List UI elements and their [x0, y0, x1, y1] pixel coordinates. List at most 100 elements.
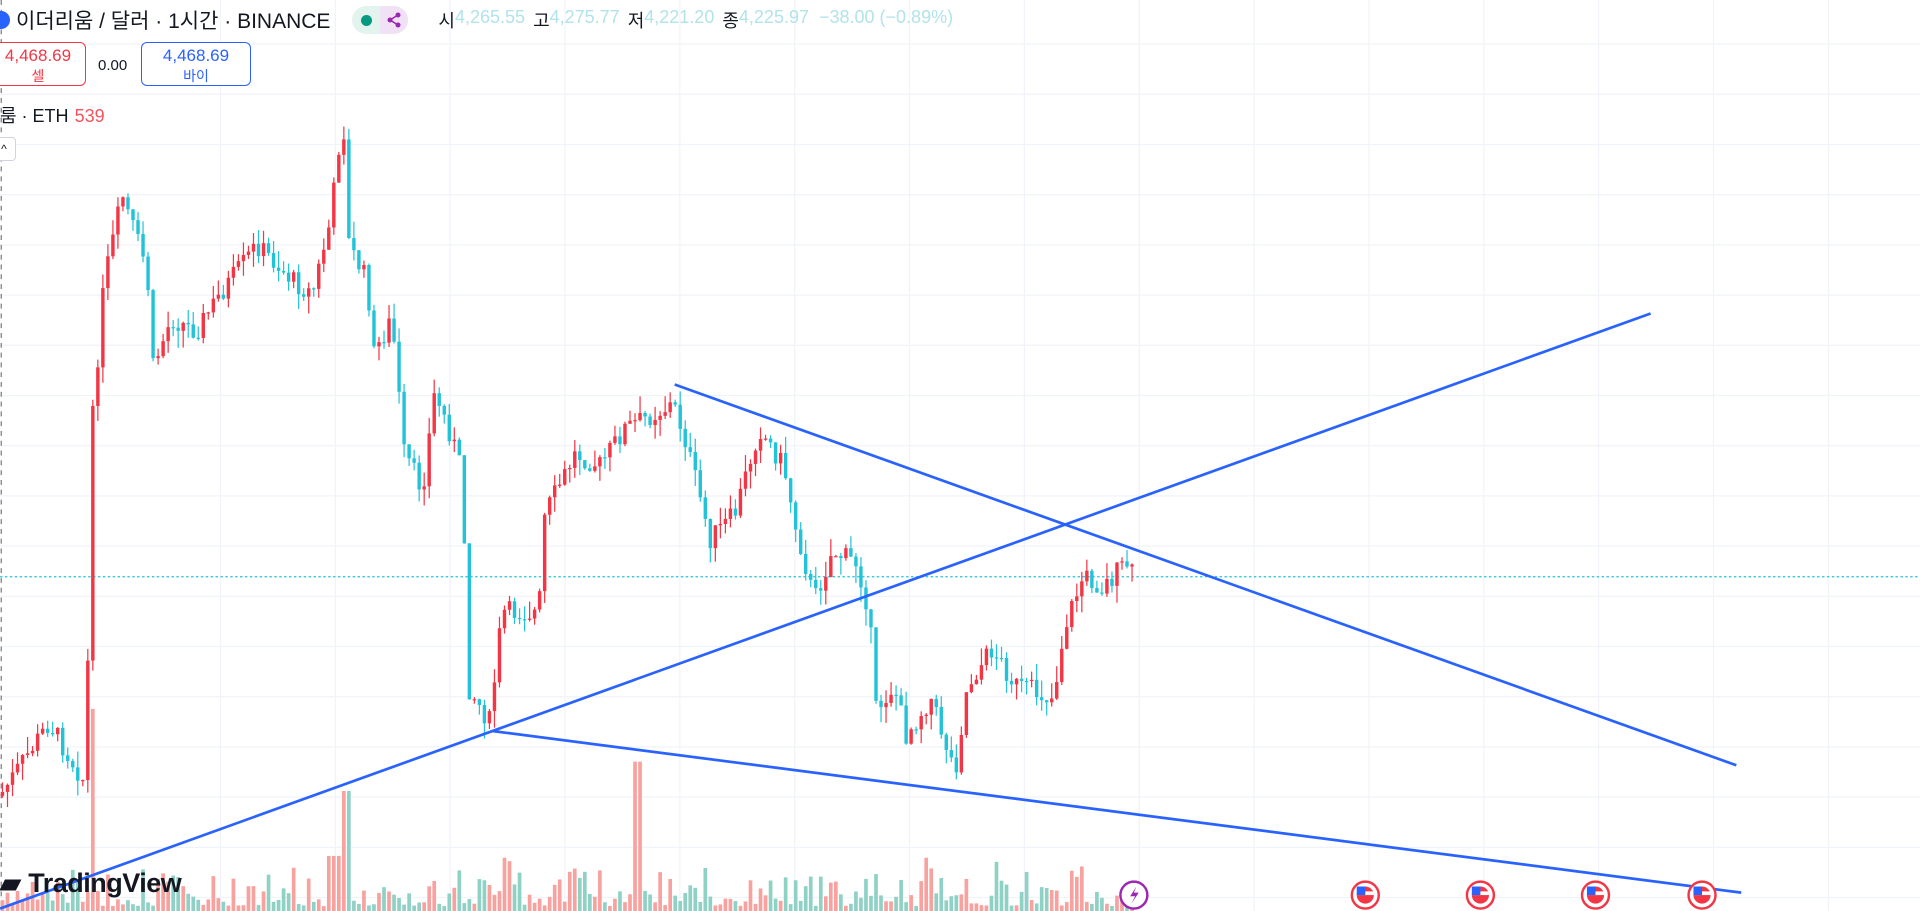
volume-bar	[808, 876, 813, 911]
candle-body	[678, 404, 682, 429]
candle-body	[296, 272, 301, 295]
volume-bar	[628, 894, 632, 911]
candle-body	[30, 750, 35, 754]
volume-bar	[101, 905, 105, 911]
volume-bar	[452, 887, 457, 911]
volume-bar	[798, 900, 803, 911]
candle-body	[1115, 562, 1119, 586]
volume-bar	[241, 905, 246, 911]
volume-bar	[743, 901, 748, 911]
us-flag-icon[interactable]	[1580, 880, 1611, 910]
status-pill[interactable]	[352, 6, 409, 34]
volume-bar	[382, 887, 386, 911]
sell-label: 셀	[31, 68, 45, 84]
candle-body	[1125, 561, 1129, 567]
candle-body	[45, 728, 50, 733]
collapse-legend-button[interactable]: ^	[0, 137, 16, 161]
us-flag-icon[interactable]	[1687, 880, 1717, 910]
sell-button[interactable]: 4,468.69 셀	[0, 42, 86, 86]
candle-body	[60, 727, 65, 756]
candle-body	[332, 182, 336, 228]
volume-bar	[1039, 887, 1044, 911]
candle-body	[1095, 587, 1099, 593]
volume-bar	[487, 884, 492, 911]
symbol-title[interactable]: 이더리움 / 달러 · 1시간 · BINANCE	[16, 10, 331, 33]
candle-body	[156, 356, 160, 359]
candle-body	[186, 322, 190, 325]
candle-body	[593, 466, 597, 471]
candle-body	[1075, 596, 1079, 602]
candle-body	[974, 679, 979, 685]
candle-body	[628, 420, 632, 424]
volume-bar	[813, 905, 818, 911]
candle-body	[633, 420, 637, 422]
trendline-rising[interactable]	[0, 312, 1652, 910]
candle-body	[723, 518, 728, 525]
lightning-icon[interactable]	[1119, 880, 1149, 910]
candle-body	[1130, 564, 1134, 567]
volume-legend[interactable]: 룸 · ETH 539	[0, 102, 105, 128]
volume-bar	[5, 892, 10, 911]
open-value: 4,265.55	[454, 7, 526, 27]
volume-bar	[899, 879, 903, 911]
volume-bar	[342, 791, 346, 911]
volume-bar	[994, 861, 999, 911]
trendline-lower-falling[interactable]	[492, 729, 1742, 894]
candle-body	[542, 514, 547, 592]
volume-bar	[859, 897, 863, 911]
volume-bar	[266, 874, 271, 911]
candle-body	[733, 508, 738, 516]
us-flag-icon[interactable]	[1350, 880, 1380, 910]
volume-bar	[869, 895, 873, 911]
candle-body	[763, 438, 768, 440]
volume-bar	[0, 900, 5, 911]
volume-bar	[261, 891, 266, 911]
volume-bar	[306, 878, 311, 911]
volume-bar	[924, 857, 929, 911]
candle-body	[959, 734, 964, 773]
volume-bar	[954, 895, 959, 911]
volume-bar	[723, 898, 728, 911]
tradingview-logo[interactable]: ▰ TradingView	[0, 868, 182, 899]
volume-bar	[362, 890, 366, 911]
volume-bar	[141, 869, 145, 911]
trendline-upper-falling[interactable]	[674, 383, 1737, 767]
volume-bar	[889, 901, 893, 911]
candle-body	[889, 694, 893, 703]
candle-body	[798, 529, 803, 554]
candle-body	[939, 706, 943, 735]
candle-body	[171, 327, 175, 329]
candle-body	[909, 729, 913, 744]
volume-bar	[713, 905, 718, 911]
volume-bar	[161, 873, 165, 911]
candle-body	[849, 548, 853, 557]
candle-body	[442, 405, 446, 415]
volume-bar	[1014, 905, 1019, 911]
candle-body	[15, 763, 20, 773]
volume-bar	[392, 894, 396, 911]
candle-body	[527, 618, 532, 620]
candle-body	[281, 270, 286, 273]
spread-value: 0.00	[98, 57, 128, 74]
candle-body	[532, 609, 537, 619]
candle-body	[1085, 570, 1089, 582]
volume-bar	[316, 899, 321, 911]
volume-bar	[111, 905, 115, 911]
volume-bar	[613, 898, 617, 911]
volume-bar	[959, 894, 964, 911]
candle-body	[387, 318, 391, 343]
volume-bar	[753, 903, 758, 911]
volume-bar	[1069, 870, 1074, 911]
volume-bar	[603, 902, 607, 911]
us-flag-icon[interactable]	[1465, 880, 1496, 910]
candle-body	[301, 294, 306, 297]
buy-button[interactable]: 4,468.69 바이	[141, 42, 251, 86]
candle-body	[598, 457, 602, 467]
volume-bar	[1019, 891, 1024, 911]
volume-bar	[442, 906, 447, 911]
candle-body	[206, 312, 211, 314]
volume-bar	[221, 901, 226, 911]
candle-body	[236, 261, 241, 267]
volume-bar	[1064, 902, 1069, 911]
